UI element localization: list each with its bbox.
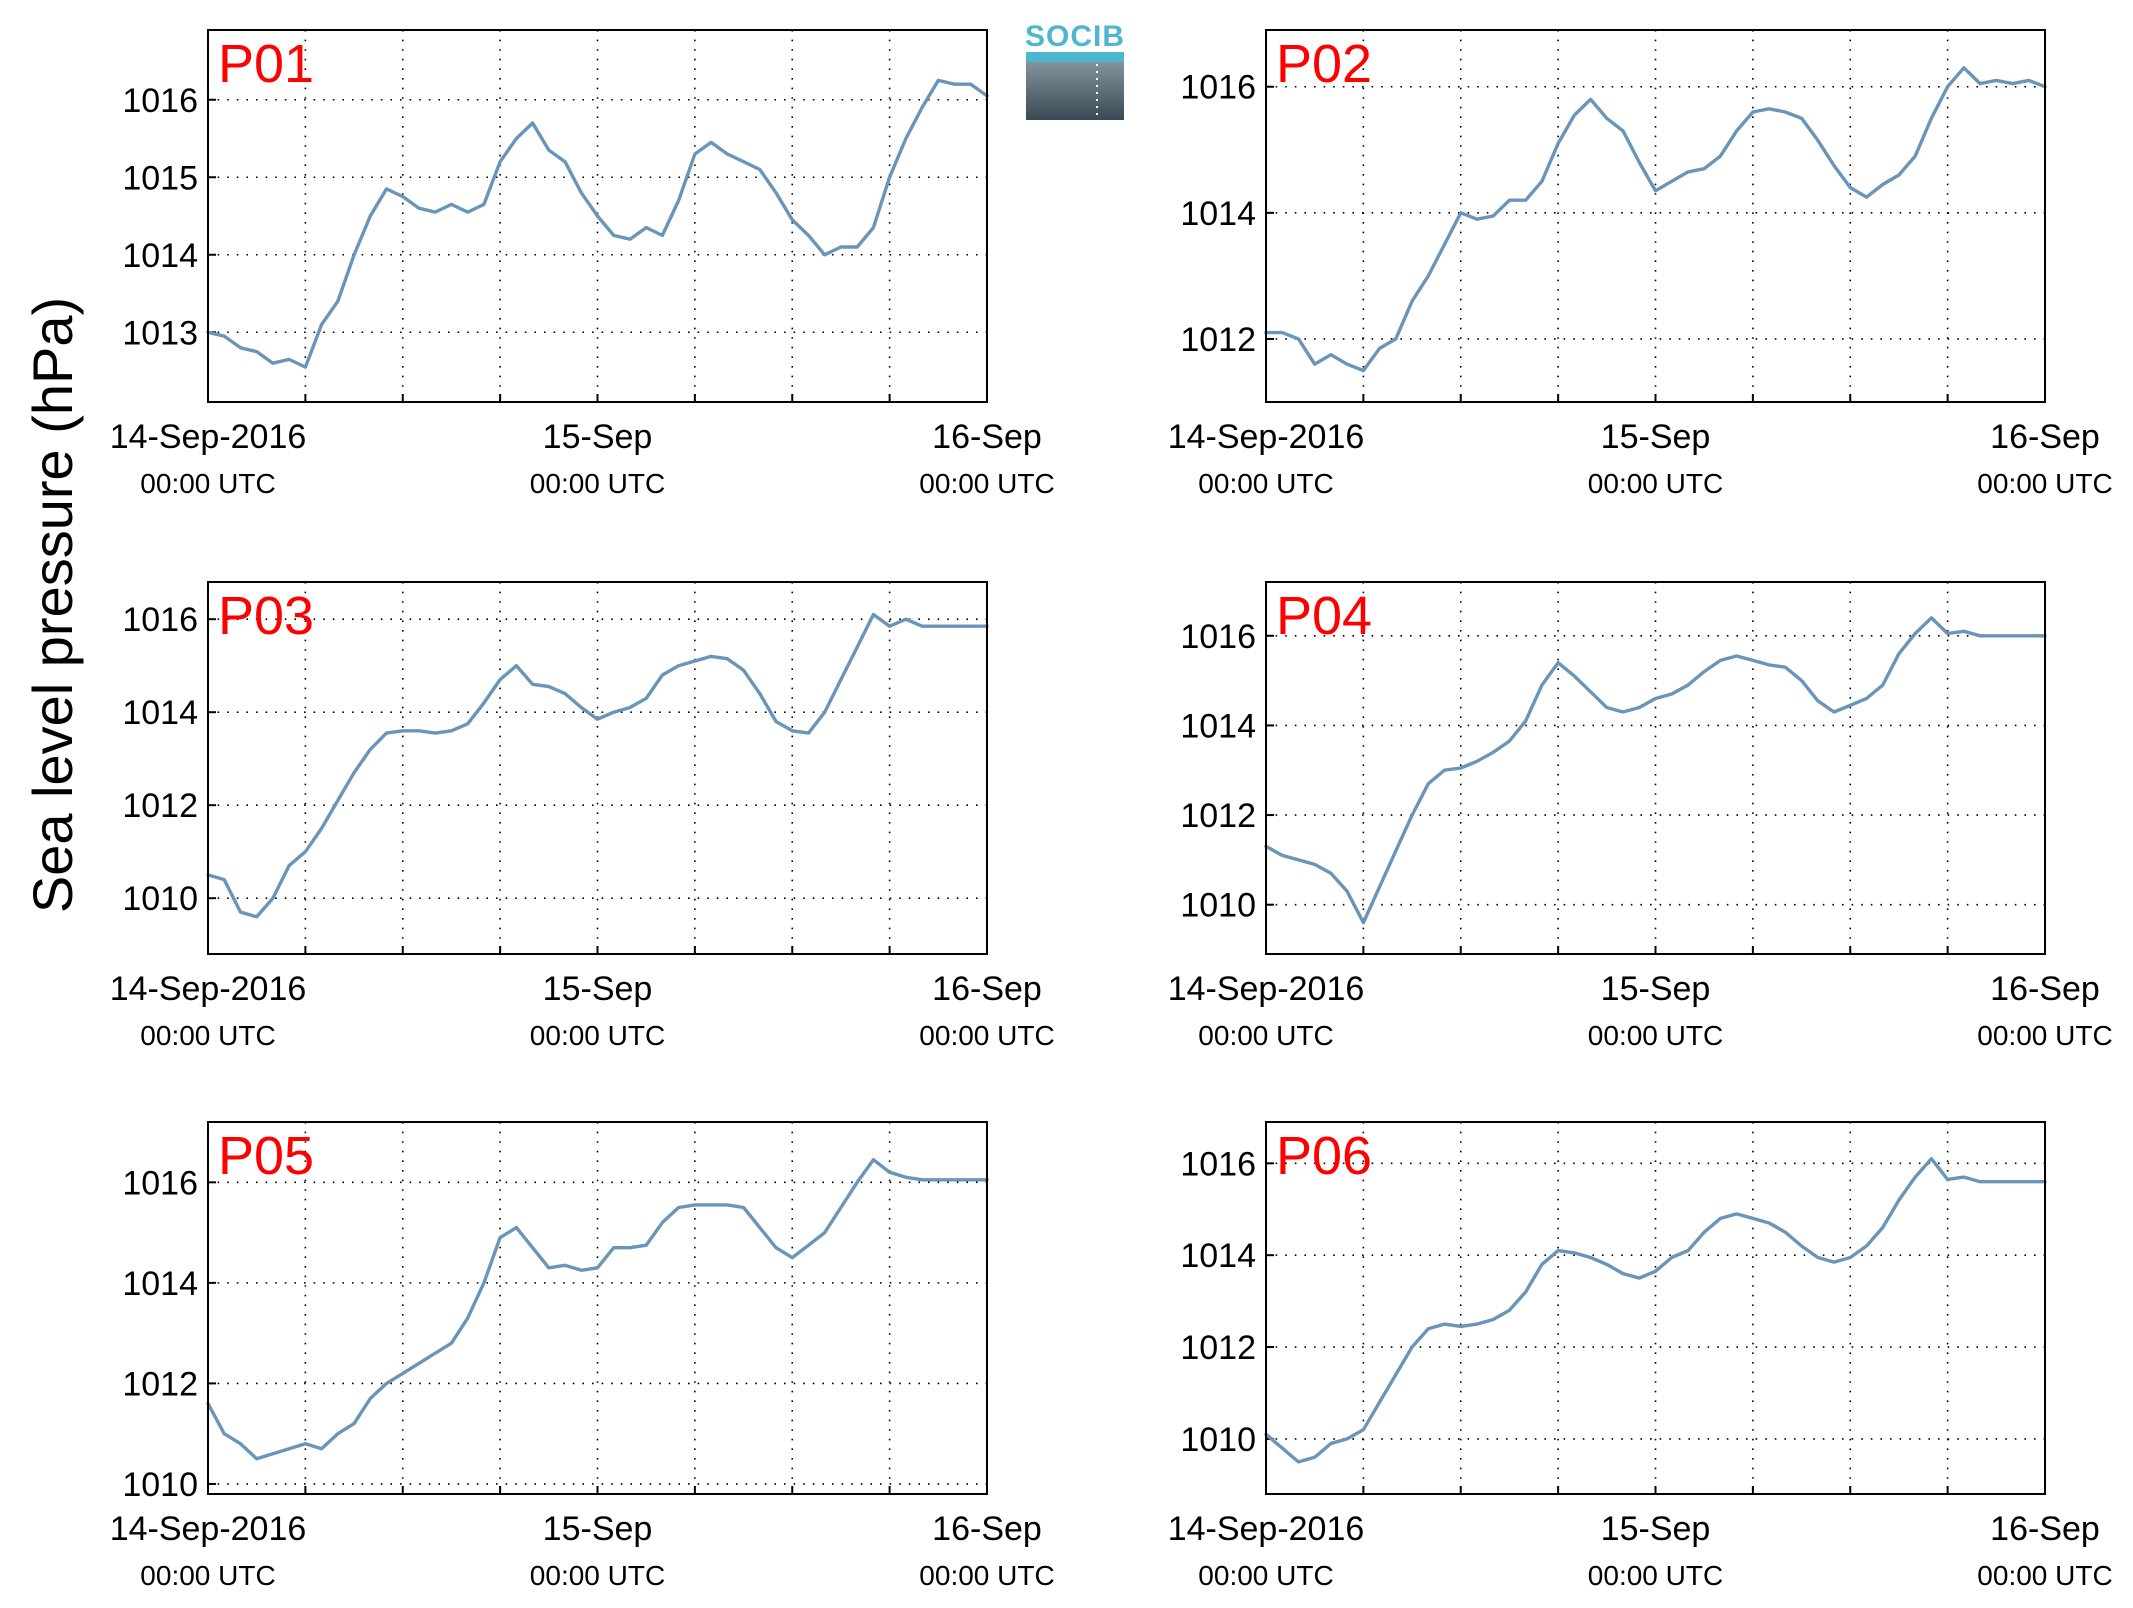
y-tick-label: 1010: [122, 1466, 198, 1504]
series-line-p04: [1264, 616, 2047, 925]
y-tick-label: 1012: [122, 1365, 198, 1403]
panel-p02: 1012 1014 1016 14-Sep-2016 00:00 UTC 15-Sep 00…: [1168, 29, 2113, 499]
x-tick-label-time: 00:00 UTC: [919, 1020, 1054, 1051]
x-tick-label-date: 14-Sep-2016: [1168, 1510, 1365, 1548]
y-tick-label: 1012: [1180, 1329, 1256, 1367]
plot-frame: [1265, 1121, 2046, 1495]
x-tick-label-date: 15-Sep: [1601, 1510, 1711, 1548]
panel-label: P01: [218, 34, 314, 94]
x-tick-label-time: 00:00 UTC: [1588, 468, 1723, 499]
x-tick-label-date: 15-Sep: [543, 418, 653, 456]
x-tick-label-time: 00:00 UTC: [140, 1020, 275, 1051]
x-tick-label-time: 00:00 UTC: [530, 1020, 665, 1051]
plot-frame: [207, 29, 988, 403]
panel-p03: 1010 1012 1014 1016 14-Sep-2016 00:00 UTC 15-S…: [110, 581, 1055, 1051]
y-tick-label: 1014: [122, 237, 198, 275]
y-tick-label: 1016: [122, 601, 198, 639]
y-tick-label: 1010: [122, 880, 198, 918]
x-tick-label-date: 16-Sep: [932, 970, 1042, 1008]
series-line-p05: [206, 1157, 989, 1461]
x-tick-label-date: 16-Sep: [932, 1510, 1042, 1548]
panel-p06: 1010 1012 1014 1016 14-Sep-2016 00:00 UTC 15-S…: [1168, 1121, 2113, 1591]
y-tick-label: 1010: [1180, 887, 1256, 925]
x-tick-label-date: 15-Sep: [1601, 970, 1711, 1008]
x-tick-label-time: 00:00 UTC: [140, 1560, 275, 1591]
panel-label: P04: [1276, 586, 1372, 646]
panel-p04: 1010 1012 1014 1016 14-Sep-2016 00:00 UTC 15-S…: [1168, 581, 2113, 1051]
y-axis-label: Sea level pressure (hPa): [21, 297, 84, 913]
x-tick-label-date: 14-Sep-2016: [1168, 418, 1365, 456]
panel-label: P06: [1276, 1126, 1372, 1186]
plot-frame: [1265, 581, 2046, 955]
socib-logo-wave: [1026, 52, 1124, 62]
panels: 1013 1014 1015 1016 14-Sep-2016 00:00 UTC 15-S…: [110, 29, 2113, 1591]
x-tick-label-time: 00:00 UTC: [919, 468, 1054, 499]
x-tick-label-time: 00:00 UTC: [530, 1560, 665, 1591]
y-tick-label: 1016: [1180, 618, 1256, 656]
x-tick-label-time: 00:00 UTC: [1977, 1020, 2112, 1051]
series-line-p03: [206, 612, 989, 919]
y-tick-label: 1012: [1180, 797, 1256, 835]
panel-label: P02: [1276, 34, 1372, 94]
plot-frame: [1265, 29, 2046, 403]
x-tick-label-date: 14-Sep-2016: [110, 418, 307, 456]
x-tick-label-time: 00:00 UTC: [1588, 1560, 1723, 1591]
x-tick-label-date: 15-Sep: [543, 1510, 653, 1548]
x-tick-label-date: 16-Sep: [1990, 970, 2100, 1008]
x-tick-label-time: 00:00 UTC: [919, 1560, 1054, 1591]
x-tick-label-time: 00:00 UTC: [1977, 1560, 2112, 1591]
y-tick-label: 1016: [122, 82, 198, 120]
panel-label: P03: [218, 586, 314, 646]
y-tick-label: 1016: [1180, 69, 1256, 107]
x-tick-label-time: 00:00 UTC: [1198, 1560, 1333, 1591]
y-tick-label: 1013: [122, 314, 198, 352]
y-tick-label: 1014: [122, 1265, 198, 1303]
y-tick-label: 1014: [1180, 195, 1256, 233]
x-tick-label-time: 00:00 UTC: [1198, 468, 1333, 499]
series-line-p02: [1264, 66, 2047, 373]
plot-frame: [207, 581, 988, 955]
panel-p01: 1013 1014 1015 1016 14-Sep-2016 00:00 UTC 15-S…: [110, 29, 1055, 499]
y-tick-label: 1014: [1180, 1237, 1256, 1275]
x-tick-label-date: 14-Sep-2016: [1168, 970, 1365, 1008]
y-tick-label: 1014: [1180, 707, 1256, 745]
x-tick-label-time: 00:00 UTC: [1588, 1020, 1723, 1051]
y-tick-label: 1015: [122, 159, 198, 197]
x-tick-label-time: 00:00 UTC: [530, 468, 665, 499]
series-line-p06: [1264, 1156, 2047, 1464]
plot-frame: [207, 1121, 988, 1495]
x-tick-label-time: 00:00 UTC: [1198, 1020, 1333, 1051]
x-tick-label-time: 00:00 UTC: [140, 468, 275, 499]
socib-logo-box: [1026, 52, 1124, 120]
x-tick-label-date: 15-Sep: [1601, 418, 1711, 456]
y-tick-label: 1016: [1180, 1145, 1256, 1183]
socib-logo: SOCIB: [1025, 20, 1125, 120]
socib-logo-text: SOCIB: [1025, 20, 1125, 53]
panel-label: P05: [218, 1126, 314, 1186]
x-tick-label-time: 00:00 UTC: [1977, 468, 2112, 499]
x-tick-label-date: 14-Sep-2016: [110, 1510, 307, 1548]
x-tick-label-date: 16-Sep: [1990, 1510, 2100, 1548]
y-tick-label: 1012: [122, 787, 198, 825]
x-tick-label-date: 16-Sep: [1990, 418, 2100, 456]
series-line-p01: [206, 78, 989, 369]
y-tick-label: 1016: [122, 1164, 198, 1202]
y-tick-label: 1010: [1180, 1421, 1256, 1459]
panel-p05: 1010 1012 1014 1016 14-Sep-2016 00:00 UTC 15-S…: [110, 1121, 1055, 1591]
y-tick-label: 1014: [122, 694, 198, 732]
x-tick-label-date: 16-Sep: [932, 418, 1042, 456]
x-tick-label-date: 15-Sep: [543, 970, 653, 1008]
y-tick-label: 1012: [1180, 321, 1256, 359]
x-tick-label-date: 14-Sep-2016: [110, 970, 307, 1008]
